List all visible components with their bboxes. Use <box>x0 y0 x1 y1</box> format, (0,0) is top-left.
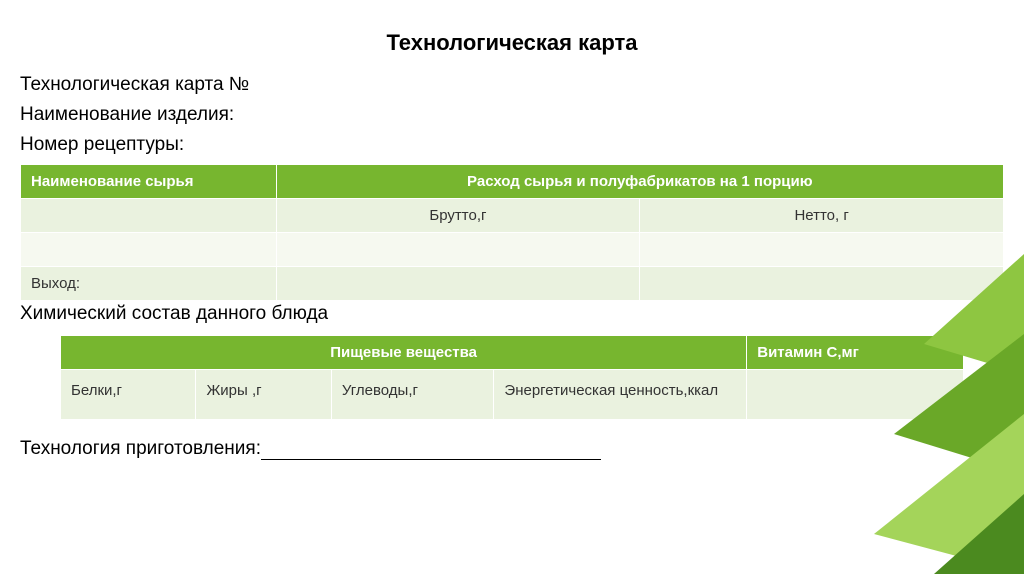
subheader-netto: Нетто, г <box>640 199 1004 233</box>
chemical-composition-line: Химический состав данного блюда <box>20 303 1004 325</box>
technology-line: Технология приготовления: <box>20 438 1004 460</box>
nutrition-table: Пищевые вещества Витамин С,мг Белки,г Жи… <box>60 335 964 420</box>
col-fat: Жиры ,г <box>196 370 331 420</box>
empty-cell <box>21 199 277 233</box>
product-name-line: Наименование изделия: <box>20 104 1004 126</box>
col-header-vitamin: Витамин С,мг <box>747 336 964 370</box>
table-row <box>21 233 277 267</box>
col-header-usage: Расход сырья и полуфабрикатов на 1 порци… <box>276 165 1003 199</box>
output-row-label: Выход: <box>21 267 277 301</box>
table-row <box>276 233 640 267</box>
subheader-brutto: Брутто,г <box>276 199 640 233</box>
technology-underline <box>261 459 601 460</box>
technology-label: Технология приготовления: <box>20 438 261 459</box>
card-number-line: Технологическая карта № <box>20 74 1004 96</box>
col-header-nutrients: Пищевые вещества <box>61 336 747 370</box>
table-row <box>640 267 1004 301</box>
col-protein: Белки,г <box>61 370 196 420</box>
recipe-number-line: Номер рецептуры: <box>20 134 1004 156</box>
table-row <box>640 233 1004 267</box>
page-title: Технологическая карта <box>20 30 1004 56</box>
ingredients-table: Наименование сырья Расход сырья и полуфа… <box>20 164 1004 301</box>
col-header-name: Наименование сырья <box>21 165 277 199</box>
col-vitamin-value <box>747 370 964 420</box>
table-row <box>276 267 640 301</box>
col-carb: Углеводы,г <box>331 370 494 420</box>
col-energy: Энергетическая ценность,ккал <box>494 370 747 420</box>
